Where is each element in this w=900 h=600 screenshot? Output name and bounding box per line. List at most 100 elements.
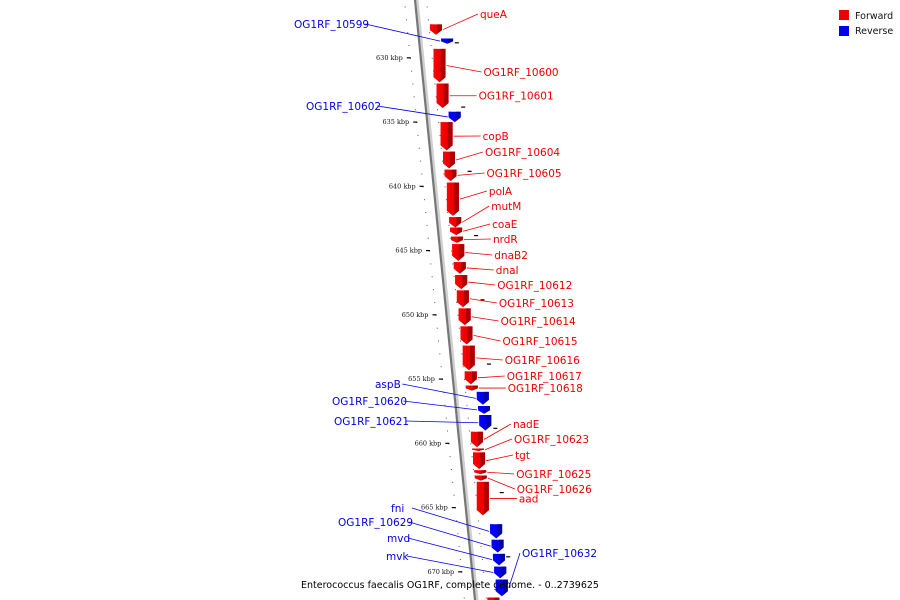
gene-arrow-highlight xyxy=(450,227,454,233)
label-connector xyxy=(463,238,491,241)
gene-label[interactable]: OG1RF_10618 xyxy=(508,383,583,395)
gene-aspB[interactable] xyxy=(476,391,489,405)
gene-OG1RF_10626[interactable] xyxy=(474,475,487,481)
gene-label[interactable]: fni xyxy=(391,503,404,515)
gene-label[interactable]: dnaI xyxy=(496,265,519,277)
gene-label[interactable]: OG1RF_10605 xyxy=(487,168,562,180)
gene-mvd[interactable] xyxy=(492,553,505,566)
gene-dnaI[interactable] xyxy=(453,262,466,274)
gene-OG1RF_10621[interactable] xyxy=(479,415,492,431)
axis-tick-label: 670 kbp xyxy=(427,568,454,576)
label-connector xyxy=(457,172,485,176)
minor-tick-left xyxy=(450,469,452,471)
gene-label[interactable]: OG1RF_10601 xyxy=(479,91,554,103)
gene-copB[interactable] xyxy=(440,122,453,151)
gene-label[interactable]: polA xyxy=(489,186,513,198)
gene-OG1RF_10629[interactable] xyxy=(491,539,504,553)
gene-OG1RF_10616[interactable] xyxy=(462,345,475,371)
gene-label[interactable]: OG1RF_10617 xyxy=(507,371,582,383)
minor-tick-left xyxy=(404,6,406,8)
gene-label[interactable]: OG1RF_10626 xyxy=(517,484,592,496)
gene-OG1RF_10612[interactable] xyxy=(455,274,468,290)
gene-label[interactable]: nrdR xyxy=(493,234,518,246)
gene-OG1RF_10617[interactable] xyxy=(464,371,477,385)
gene-OG1RF_10600[interactable] xyxy=(433,48,446,83)
gene-arrow-highlight xyxy=(470,431,474,444)
gene-arrow-shade xyxy=(448,151,455,169)
gene-tgt[interactable] xyxy=(473,452,486,470)
gene-label[interactable]: tgt xyxy=(515,450,530,462)
gene-OG1RF_10613[interactable] xyxy=(456,290,469,308)
gene-label[interactable]: aspB xyxy=(375,379,401,391)
gene-fni[interactable] xyxy=(490,524,503,539)
gene-label[interactable]: OG1RF_10614 xyxy=(501,316,576,328)
gene-nadE[interactable] xyxy=(470,431,483,448)
gene-label[interactable]: coaE xyxy=(492,219,517,231)
gene-label[interactable]: OG1RF_10625 xyxy=(516,469,591,481)
gene-label[interactable]: mutM xyxy=(491,201,521,213)
gene-label[interactable]: OG1RF_10602 xyxy=(306,101,381,113)
gene-arrow-highlight xyxy=(460,326,464,341)
gene-arrow-highlight xyxy=(444,169,448,178)
gene-OG1RF_10632[interactable] xyxy=(495,579,508,597)
gene-label[interactable]: OG1RF_10599 xyxy=(294,19,369,31)
minor-tick-left xyxy=(421,173,423,175)
gene-label[interactable]: dnaB2 xyxy=(494,250,528,262)
gene-label[interactable]: OG1RF_10621 xyxy=(334,416,409,428)
legend-swatch-reverse xyxy=(839,26,849,36)
minor-tick-right xyxy=(451,250,453,252)
gene-label[interactable]: nadE xyxy=(513,419,539,431)
gene-arrow-shade xyxy=(459,262,466,274)
gene-label[interactable]: copB xyxy=(483,131,509,143)
gene-OG1RF_10618[interactable] xyxy=(465,385,478,391)
gene-label[interactable]: queA xyxy=(480,9,508,21)
gene-arrow-shade xyxy=(452,182,459,216)
gene-label[interactable]: OG1RF_10615 xyxy=(503,336,578,348)
gene-partial[interactable] xyxy=(487,597,500,600)
gene-dnaB2[interactable] xyxy=(452,244,465,261)
minor-tick-right xyxy=(470,443,472,445)
gene-label[interactable]: OG1RF_10623 xyxy=(514,434,589,446)
gene-queA[interactable] xyxy=(429,24,442,35)
minor-tick-left xyxy=(420,160,422,162)
gene-label[interactable]: OG1RF_10612 xyxy=(497,280,572,292)
gene-mutM[interactable] xyxy=(449,217,462,228)
minor-tick-left xyxy=(427,237,429,239)
gene-label[interactable]: OG1RF_10613 xyxy=(499,298,574,310)
gene-label[interactable]: OG1RF_10616 xyxy=(505,355,580,367)
gene-label[interactable]: OG1RF_10629 xyxy=(338,517,413,529)
gene-label[interactable]: OG1RF_10632 xyxy=(522,548,597,560)
gene-OG1RF_10604[interactable] xyxy=(442,151,455,169)
gene-arrow-shade xyxy=(447,38,454,44)
gene-aad[interactable] xyxy=(476,481,489,516)
gene-polA[interactable] xyxy=(446,182,459,216)
gene-label[interactable]: mvd xyxy=(387,533,410,545)
gene-OG1RF_10623[interactable] xyxy=(471,448,484,452)
gene-arrow-highlight xyxy=(490,524,494,535)
gene-arrow-highlight xyxy=(495,579,499,593)
gene-mvk[interactable] xyxy=(494,566,507,579)
minor-tick-left xyxy=(417,134,419,136)
gene-arrow-shade xyxy=(450,169,457,182)
gene-OG1RF_10615[interactable] xyxy=(460,326,473,345)
label-connector xyxy=(466,267,494,271)
gene-coaE[interactable] xyxy=(450,227,463,236)
gene-OG1RF_10605[interactable] xyxy=(444,169,457,182)
minor-tick-right xyxy=(430,44,432,46)
minor-tick-right xyxy=(465,391,467,393)
gene-arrow-highlight xyxy=(449,217,453,224)
gene-OG1RF_10614[interactable] xyxy=(458,308,471,326)
gene-OG1RF_10620[interactable] xyxy=(477,406,490,414)
minor-tick-left xyxy=(426,224,428,226)
gene-OG1RF_10602[interactable] xyxy=(448,111,461,123)
minor-tick-right xyxy=(466,404,468,406)
gene-nrdR[interactable] xyxy=(450,236,463,243)
gene-label[interactable]: OG1RF_10620 xyxy=(332,396,407,408)
gene-OG1RF_10625[interactable] xyxy=(474,470,487,475)
gene-label[interactable]: aad xyxy=(519,494,539,506)
gene-label[interactable]: mvk xyxy=(386,551,409,563)
gene-OG1RF_10599[interactable] xyxy=(441,38,454,44)
gene-OG1RF_10601[interactable] xyxy=(436,83,449,108)
gene-label[interactable]: OG1RF_10604 xyxy=(485,147,560,159)
gene-label[interactable]: OG1RF_10600 xyxy=(484,67,559,79)
